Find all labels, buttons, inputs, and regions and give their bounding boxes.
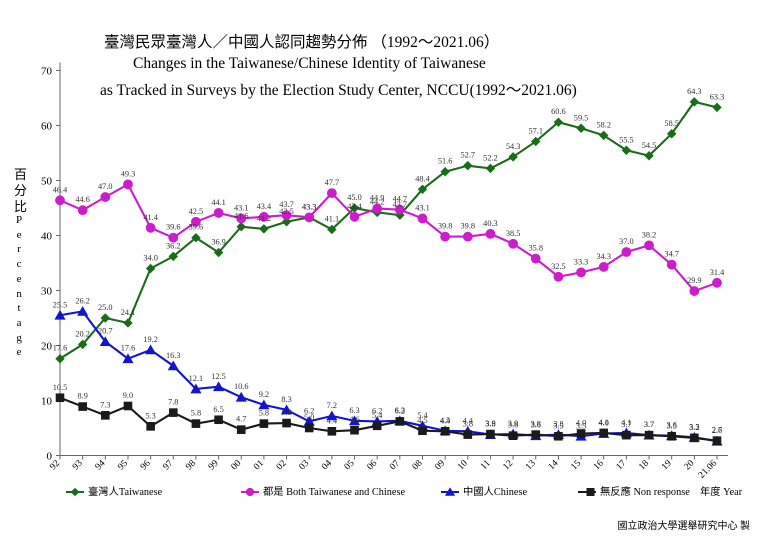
svg-text:年度 Year: 年度 Year [700,485,743,498]
svg-text:中國人Chinese: 中國人Chinese [463,485,527,498]
svg-text:臺灣人Taiwanese: 臺灣人Taiwanese [88,485,163,498]
svg-text:都是 Both Taiwanese and Chinese: 都是 Both Taiwanese and Chinese [263,486,406,498]
svg-text:無反應 Non response: 無反應 Non response [600,485,690,498]
